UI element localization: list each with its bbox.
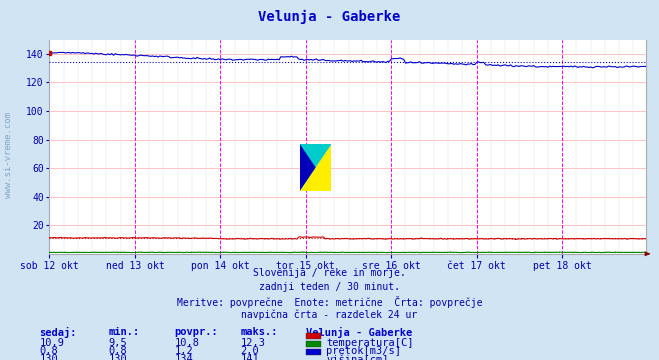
- Text: 12,3: 12,3: [241, 338, 266, 348]
- Text: 0,8: 0,8: [40, 346, 58, 356]
- Text: povpr.:: povpr.:: [175, 327, 218, 337]
- Text: 130: 130: [40, 354, 58, 360]
- Text: temperatura[C]: temperatura[C]: [326, 338, 414, 348]
- Text: 2,0: 2,0: [241, 346, 259, 356]
- Text: 10,8: 10,8: [175, 338, 200, 348]
- Text: zadnji teden / 30 minut.: zadnji teden / 30 minut.: [259, 282, 400, 292]
- Text: www.si-vreme.com: www.si-vreme.com: [4, 112, 13, 198]
- Text: maks.:: maks.:: [241, 327, 278, 337]
- Text: 134: 134: [175, 354, 193, 360]
- Text: Meritve: povprečne  Enote: metrične  Črta: povprečje: Meritve: povprečne Enote: metrične Črta:…: [177, 296, 482, 307]
- Text: 10,9: 10,9: [40, 338, 65, 348]
- Text: sedaj:: sedaj:: [40, 327, 77, 338]
- Text: 130: 130: [109, 354, 127, 360]
- Text: 1,2: 1,2: [175, 346, 193, 356]
- Text: 0,8: 0,8: [109, 346, 127, 356]
- Polygon shape: [300, 144, 331, 191]
- Text: 141: 141: [241, 354, 259, 360]
- Polygon shape: [300, 144, 331, 191]
- Text: navpična črta - razdelek 24 ur: navpična črta - razdelek 24 ur: [241, 309, 418, 320]
- Text: 9,5: 9,5: [109, 338, 127, 348]
- Text: Slovenija / reke in morje.: Slovenija / reke in morje.: [253, 268, 406, 278]
- Text: višina[cm]: višina[cm]: [326, 354, 389, 360]
- Text: Velunja - Gaberke: Velunja - Gaberke: [306, 327, 413, 338]
- Text: min.:: min.:: [109, 327, 140, 337]
- Text: pretok[m3/s]: pretok[m3/s]: [326, 346, 401, 356]
- Polygon shape: [300, 144, 316, 191]
- Text: Velunja - Gaberke: Velunja - Gaberke: [258, 10, 401, 24]
